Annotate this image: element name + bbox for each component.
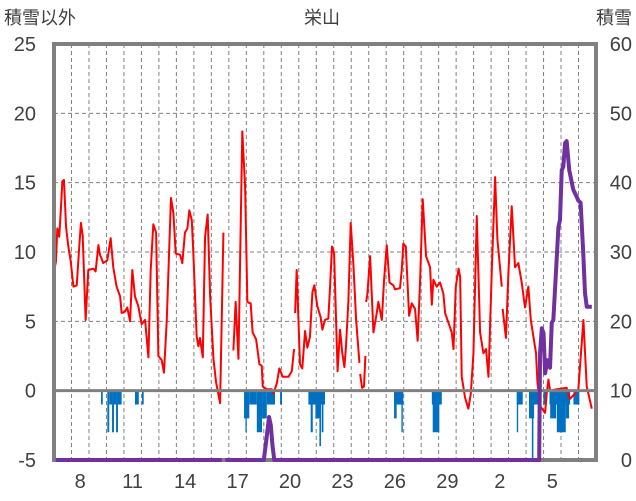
x-tick-label: 29 <box>436 471 458 493</box>
right-tick-label: 40 <box>610 173 632 195</box>
temperature-line <box>365 176 503 410</box>
precipitation-bar <box>101 390 103 405</box>
temperature-line <box>294 221 361 373</box>
temperature-line <box>53 178 225 405</box>
precipitation-bar <box>529 390 535 419</box>
precipitation-bar <box>256 390 263 433</box>
left-axis-title: 積雪以外 <box>4 8 76 28</box>
precipitation-bar <box>394 390 404 405</box>
precipitation-bar <box>315 390 321 419</box>
precipitation-bar <box>401 390 403 433</box>
precipitation-bar <box>112 390 114 433</box>
left-axis-ticks: 25 20 15 10 5 0 -5 <box>14 34 36 472</box>
x-tick-label: 20 <box>279 471 301 493</box>
precipitation-bar <box>565 390 570 419</box>
x-axis-ticks: 8 11 14 17 20 23 26 29 2 5 <box>75 471 558 493</box>
temperature-line <box>501 205 593 414</box>
x-tick-label: 11 <box>122 471 143 493</box>
precipitation-bar <box>394 390 397 419</box>
precipitation-bar <box>109 390 113 405</box>
precipitation-bar <box>516 390 519 433</box>
precipitation-bar <box>107 390 110 433</box>
precipitation-bars <box>101 390 580 460</box>
right-axis-title: 積雪 <box>596 8 632 28</box>
precipitation-bar <box>516 390 523 405</box>
left-tick-label: -5 <box>18 450 36 472</box>
x-tick-label: 8 <box>75 471 86 493</box>
precipitation-bar <box>310 390 313 433</box>
precipitation-bar <box>529 390 541 405</box>
precipitation-bar <box>573 390 580 405</box>
x-tick-label: 23 <box>331 471 353 493</box>
right-tick-label: 60 <box>610 34 632 56</box>
left-tick-label: 25 <box>14 34 36 56</box>
x-tick-label: 5 <box>547 471 558 493</box>
precipitation-bar <box>543 390 547 405</box>
temperature-line <box>232 130 296 395</box>
precipitation-bar <box>432 390 440 433</box>
precipitation-bar <box>550 390 557 419</box>
left-tick-label: 10 <box>14 242 36 264</box>
precipitation-bar <box>117 390 122 405</box>
right-tick-label: 0 <box>621 450 632 472</box>
x-tick-label: 26 <box>384 471 406 493</box>
precipitation-bar <box>244 390 250 419</box>
x-tick-label: 17 <box>226 471 248 493</box>
temperature-line <box>359 355 367 389</box>
right-tick-label: 50 <box>610 103 632 125</box>
left-tick-label: 5 <box>25 311 36 333</box>
precipitation-bar <box>141 390 144 405</box>
precipitation-bar <box>266 390 275 405</box>
precipitation-bar <box>280 390 282 405</box>
precipitation-bar <box>319 390 321 447</box>
precipitation-bar <box>116 390 118 433</box>
x-tick-label: 2 <box>494 471 505 493</box>
snow-depth-line <box>225 139 592 462</box>
chart-title: 栄山 <box>304 8 340 28</box>
precipitation-bar <box>113 390 117 405</box>
precipitation-bar <box>134 390 139 405</box>
right-tick-label: 20 <box>610 311 632 333</box>
precipitation-bar <box>321 390 324 433</box>
plot-frame <box>52 42 598 462</box>
precipitation-bar <box>531 390 534 460</box>
right-tick-label: 10 <box>610 381 632 403</box>
right-axis-ticks: 60 50 40 30 20 10 0 <box>610 34 632 472</box>
x-tick-label: 14 <box>174 471 196 493</box>
left-tick-label: 20 <box>14 103 36 125</box>
precipitation-bar <box>262 390 267 419</box>
precipitation-bar <box>245 390 247 433</box>
right-tick-label: 30 <box>610 242 632 264</box>
precipitation-bar <box>556 390 566 433</box>
series-lines <box>53 130 593 414</box>
precipitation-bar <box>249 390 257 405</box>
left-tick-label: 15 <box>14 173 36 195</box>
left-tick-label: 0 <box>25 381 36 403</box>
